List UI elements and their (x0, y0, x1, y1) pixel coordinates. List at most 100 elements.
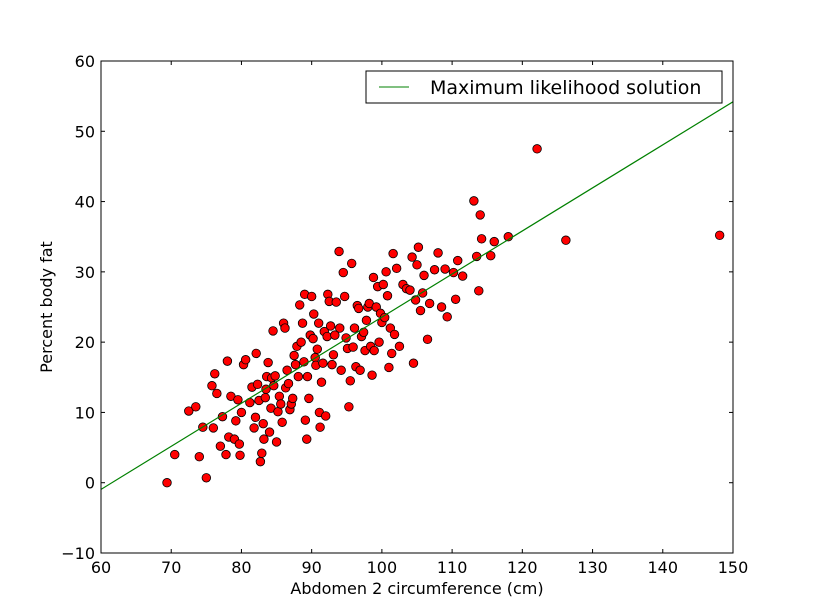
scatter-point (442, 312, 452, 322)
scatter-point (300, 415, 311, 425)
scatter-point (309, 309, 319, 319)
scatter-point (288, 393, 298, 404)
scatter-point (215, 441, 226, 451)
scatter-point (475, 210, 485, 220)
scatter-point (276, 399, 286, 409)
scatter-point (436, 302, 447, 312)
scatter-point (422, 334, 433, 345)
scatter-point (255, 456, 266, 467)
ticks: 60 70 80 90 100 110 120 130 140 150 −10 0 10 20 30 40 50… (61, 52, 748, 577)
scatter-point (318, 358, 328, 368)
scatter-point (489, 236, 499, 247)
scatter-point (308, 333, 318, 344)
scatter-point (335, 323, 345, 333)
scatter-point (413, 242, 424, 252)
plot-frame (100, 60, 734, 554)
plot-area (101, 61, 733, 553)
scatter-point (336, 365, 346, 375)
scatter-point (194, 452, 205, 462)
y-axis-label: Percent body fat (37, 241, 56, 373)
scatter-point (264, 427, 275, 437)
x-tick-label: 100 (367, 558, 398, 577)
scatter-point (429, 265, 440, 275)
legend: Maximum likelihood solution (365, 70, 723, 104)
scatter-point (532, 144, 542, 154)
x-tick-label: 140 (648, 558, 679, 577)
scatter-point (170, 449, 180, 460)
scatter-point (358, 327, 369, 338)
scatter-point (405, 285, 415, 295)
scatter-point (374, 337, 384, 347)
scatter-point (412, 260, 422, 270)
y-tick-label: 20 (75, 333, 95, 352)
scatter-point (293, 371, 304, 382)
scatter-point (270, 371, 280, 381)
scatter-point (222, 356, 233, 366)
scatter-point (233, 395, 243, 405)
scatter-point (302, 371, 313, 382)
scatter-point (391, 263, 402, 274)
scatter-point (486, 250, 496, 261)
scatter-point (162, 478, 172, 488)
scatter-point (433, 248, 443, 258)
scatter-point (389, 329, 400, 340)
scatter-point (322, 331, 332, 342)
legend-box (365, 70, 723, 104)
scatter-point (330, 330, 340, 340)
scatter-point (382, 291, 393, 301)
x-tick-label: 120 (507, 558, 538, 577)
scatter-point (316, 377, 327, 387)
x-tick-label: 70 (161, 558, 181, 577)
scatter-point (295, 300, 305, 310)
scatter-point (315, 422, 325, 432)
scatter-point (258, 418, 268, 429)
scatter-point (476, 234, 487, 244)
scatter-point (210, 369, 220, 379)
scatter-point (424, 298, 435, 309)
x-tick-label: 130 (577, 558, 608, 577)
scatter-point (361, 315, 372, 326)
scatter-point (474, 286, 484, 296)
scatter-point (369, 345, 379, 356)
scatter-point (212, 388, 222, 399)
scatter-point (346, 258, 357, 269)
scatter-point (331, 297, 341, 307)
scatter-point (349, 323, 360, 333)
scatter-point (236, 407, 247, 418)
scatter-point (334, 246, 344, 257)
scatter-point (407, 252, 417, 262)
scatter-point (249, 423, 259, 433)
scatter-point (561, 235, 571, 245)
scatter-point (263, 357, 273, 368)
scatter-point (250, 412, 261, 423)
x-tick-label: 150 (718, 558, 749, 577)
scatter-point (312, 344, 322, 354)
scatter-point (321, 411, 331, 421)
x-tick-label: 90 (301, 558, 321, 577)
scatter-points (162, 144, 725, 488)
y-tick-label: −10 (61, 544, 95, 563)
scatter-point (313, 318, 324, 328)
scatter-point (297, 318, 308, 328)
scatter-point (283, 378, 294, 389)
scatter-point (235, 450, 245, 461)
scatter-point (221, 449, 231, 460)
y-tick-label: 10 (75, 403, 95, 422)
x-axis-label: Abdomen 2 circumference (cm) (290, 579, 543, 598)
scatter-point (469, 196, 479, 206)
legend-label: Maximum likelihood solution (430, 77, 701, 99)
y-tick-label: 40 (75, 193, 95, 212)
scatter-point (274, 391, 285, 401)
y-tick-label: 0 (85, 474, 95, 493)
scatter-point (207, 381, 217, 391)
scatter-point (394, 341, 405, 352)
scatter-point (327, 359, 337, 370)
x-tick-label: 110 (437, 558, 468, 577)
scatter-point (296, 337, 306, 347)
scatter-point (304, 393, 314, 404)
scatter-point (348, 342, 358, 352)
scatter-point (408, 358, 419, 368)
scatter-point (271, 437, 282, 447)
y-tick-label: 60 (75, 52, 95, 71)
fit-line-group (101, 101, 733, 490)
